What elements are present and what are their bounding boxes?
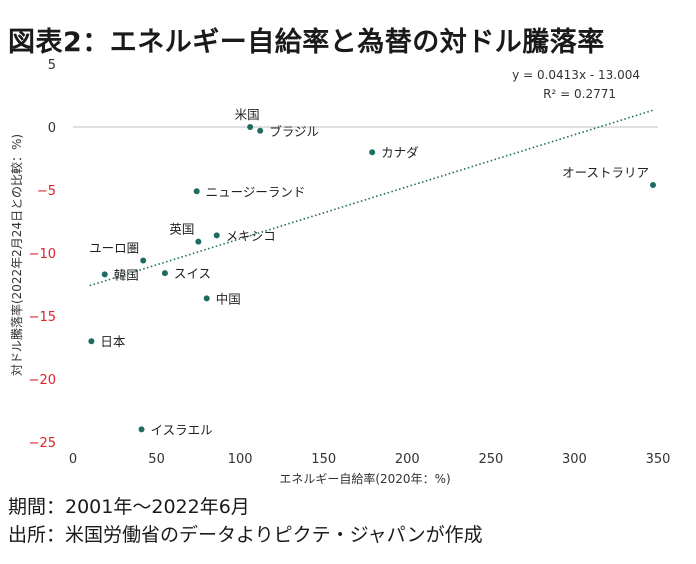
- x-tick-label: 0: [69, 452, 77, 467]
- data-label: オーストラリア: [562, 165, 649, 180]
- trendline-r2: R² = 0.2771: [543, 87, 616, 101]
- x-tick-label: 200: [395, 452, 420, 467]
- x-tick-label: 50: [148, 452, 165, 467]
- x-tick-labels: 0 50 100 150 200 250 300 350: [69, 452, 671, 467]
- data-point: [649, 181, 656, 188]
- y-axis-label: 対ドル騰落率(2022年2月24日との比較：%): [9, 134, 24, 376]
- data-point: [161, 270, 168, 277]
- data-point: [138, 426, 145, 433]
- x-tick-label: 300: [562, 452, 587, 467]
- data-label: カナダ: [381, 145, 419, 160]
- x-tick-label: 350: [646, 452, 671, 467]
- y-tick-label: −25: [29, 436, 56, 451]
- trendline: [89, 109, 654, 287]
- data-label: ニュージーランド: [206, 184, 306, 199]
- data-label: ブラジル: [269, 124, 319, 139]
- y-tick-label: 5: [48, 58, 56, 73]
- data-label: 日本: [100, 334, 126, 349]
- y-tick-label: −15: [29, 310, 56, 325]
- y-tick-label: 0: [48, 121, 56, 136]
- data-point: [195, 238, 202, 245]
- x-axis-label: エネルギー自給率(2020年：%): [279, 471, 450, 486]
- data-label: スイス: [174, 266, 211, 281]
- data-points: [88, 124, 656, 433]
- data-label: 英国: [169, 222, 194, 237]
- data-label: イスラエル: [151, 422, 213, 437]
- trendline-path: [89, 109, 654, 287]
- data-point: [369, 149, 376, 156]
- data-label: 中国: [216, 291, 241, 306]
- data-point: [213, 232, 220, 239]
- data-point: [193, 188, 200, 195]
- y-tick-label: −10: [29, 247, 56, 262]
- data-label: 韓国: [114, 267, 139, 282]
- x-tick-label: 150: [311, 452, 336, 467]
- source-note: 出所：米国労働省のデータよりピクテ・ジャパンが作成: [8, 524, 483, 546]
- data-label: 米国: [235, 107, 260, 122]
- data-label: ユーロ圏: [89, 241, 139, 256]
- data-point: [101, 271, 108, 278]
- data-point: [257, 127, 264, 134]
- data-label: メキシコ: [226, 228, 276, 243]
- data-point: [140, 257, 147, 264]
- trendline-equation: y = 0.0413x - 13.004: [512, 68, 640, 82]
- scatter-chart: 0 50 100 150 200 250 300 350 50−5−10−15−20−25 米…: [9, 58, 671, 486]
- period-note: 期間：2001年～2022年6月: [8, 496, 250, 518]
- data-point: [88, 338, 95, 345]
- y-tick-labels: 5 0 −5 −10 −15 −20 −25: [29, 58, 56, 451]
- page-title: 図表2：エネルギー自給率と為替の対ドル騰落率: [8, 27, 605, 58]
- y-tick-label: −20: [29, 373, 56, 388]
- y-tick-label: −5: [37, 184, 56, 199]
- x-tick-label: 250: [478, 452, 503, 467]
- data-point: [247, 124, 254, 130]
- data-point: [203, 295, 210, 302]
- x-tick-label: 100: [228, 452, 253, 467]
